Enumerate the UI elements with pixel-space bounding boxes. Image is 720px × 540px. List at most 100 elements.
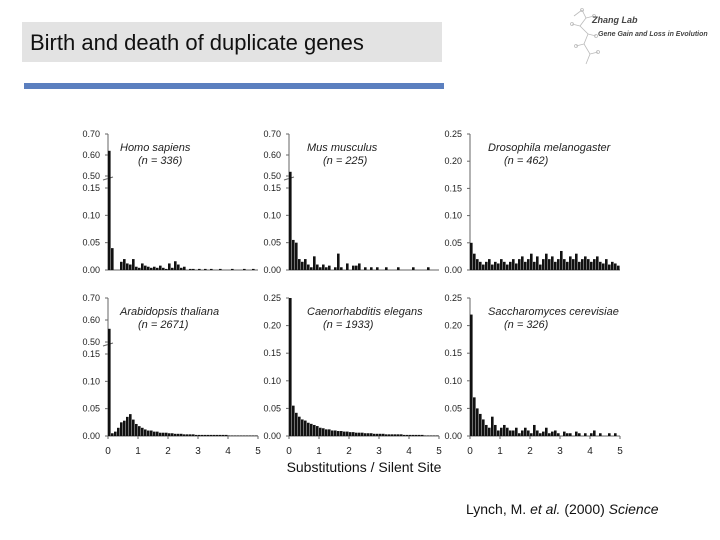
panel-species-label: Mus musculus	[307, 142, 378, 154]
x-tick-label: 2	[165, 446, 171, 457]
histogram-bar	[210, 434, 213, 436]
histogram-bar	[325, 267, 328, 270]
histogram-bar	[373, 433, 376, 436]
histogram-bar	[491, 264, 494, 270]
x-tick-label: 3	[195, 446, 201, 457]
histogram-bar	[135, 423, 138, 436]
histogram-bar	[310, 267, 313, 270]
histogram-bar	[518, 433, 521, 436]
histogram-bar	[497, 430, 500, 436]
citation-authors: Lynch, M.	[466, 501, 527, 517]
histogram-bar	[617, 265, 620, 270]
histogram-bar	[171, 267, 174, 270]
histogram-bar	[578, 433, 581, 436]
y-tick-label: 0.00	[263, 431, 281, 441]
histogram-bar	[298, 259, 301, 270]
panel-species-label: Saccharomyces cerevisiae	[488, 306, 619, 318]
histogram-bar	[557, 433, 560, 436]
histogram-bar	[186, 434, 189, 436]
histogram-bar	[240, 435, 243, 436]
histogram-bar	[213, 434, 216, 436]
histogram-bar	[506, 427, 509, 436]
y-tick-label: 0.15	[82, 183, 100, 193]
histogram-bar	[515, 263, 518, 270]
panel-sample-size: (n = 225)	[323, 155, 368, 167]
histogram-bar	[159, 432, 162, 436]
histogram-bar	[138, 426, 141, 436]
histogram-bar	[370, 433, 373, 436]
histogram-bar	[219, 268, 222, 270]
x-axis-label: Substitutions / Silent Site	[287, 459, 442, 475]
histogram-bar	[346, 431, 349, 436]
histogram-bar	[210, 268, 213, 270]
lab-logo-tree-icon	[570, 8, 600, 65]
panel-species-label: Caenorhabditis elegans	[307, 306, 423, 318]
histogram-bar	[313, 256, 316, 270]
histogram-bar	[162, 267, 165, 270]
histogram-bar	[614, 433, 617, 436]
panel-species-label: Arabidopsis thaliana	[119, 306, 219, 318]
y-tick-label: 0.50	[82, 171, 100, 181]
histogram-bar	[476, 259, 479, 270]
logo-subtitle: Gene Gain and Loss in Evolution	[598, 31, 708, 38]
histogram-bar	[376, 267, 379, 270]
histogram-bar	[138, 267, 141, 270]
histogram-bar	[304, 420, 307, 436]
histogram-bar	[533, 261, 536, 270]
y-tick-label: 0.50	[263, 171, 281, 181]
histogram-bar	[536, 256, 539, 270]
histogram-bar	[418, 434, 421, 436]
y-tick-label: 0.25	[263, 293, 281, 303]
histogram-bar	[412, 434, 415, 436]
histogram-bar	[219, 434, 222, 436]
x-tick-label: 0	[105, 446, 111, 457]
histogram-bar	[427, 435, 430, 436]
histogram-bar	[527, 259, 530, 270]
histogram-bar	[289, 298, 292, 436]
histogram-bar	[343, 431, 346, 436]
histogram-bar	[123, 420, 126, 436]
histogram-bar	[605, 259, 608, 270]
histogram-bar	[488, 259, 491, 270]
panel-species-label: Homo sapiens	[120, 142, 191, 154]
histogram-bar	[337, 431, 340, 436]
y-tick-label: 0.15	[263, 183, 281, 193]
histogram-bar	[165, 432, 168, 436]
histogram-bar	[180, 433, 183, 436]
x-tick-label: 5	[617, 446, 623, 457]
histogram-bar	[473, 253, 476, 270]
histogram-bar	[147, 266, 150, 270]
histogram-bar	[159, 265, 162, 270]
histogram-bar	[144, 265, 147, 270]
histogram-bar	[358, 432, 361, 436]
histogram-bar	[509, 430, 512, 436]
histogram-bar	[385, 434, 388, 436]
histogram-bar	[346, 263, 349, 270]
histogram-bar	[334, 430, 337, 436]
x-tick-label: 1	[497, 446, 503, 457]
histogram-bar	[578, 261, 581, 270]
y-tick-label: 0.00	[444, 431, 462, 441]
histogram-bar	[566, 261, 569, 270]
histogram-bar	[352, 265, 355, 270]
histogram-bar	[554, 261, 557, 270]
histogram-bar	[602, 263, 605, 270]
y-tick-label: 0.10	[444, 211, 462, 221]
histogram-bar	[165, 268, 168, 270]
histogram-bar	[301, 261, 304, 270]
histogram-bar	[548, 433, 551, 436]
histogram-bar	[174, 433, 177, 436]
histogram-bar	[566, 433, 569, 436]
histogram-bar	[171, 433, 174, 436]
histogram-bar	[252, 435, 255, 436]
histogram-bar	[349, 432, 352, 436]
histogram-bar	[569, 433, 572, 436]
histogram-bar	[581, 259, 584, 270]
y-tick-label: 0.20	[444, 321, 462, 331]
histogram-bar	[195, 434, 198, 436]
histogram-bar	[120, 422, 123, 436]
histogram-bar	[433, 435, 436, 436]
histogram-bar	[569, 256, 572, 270]
histogram-bar	[500, 427, 503, 436]
histogram-bar	[382, 433, 385, 436]
